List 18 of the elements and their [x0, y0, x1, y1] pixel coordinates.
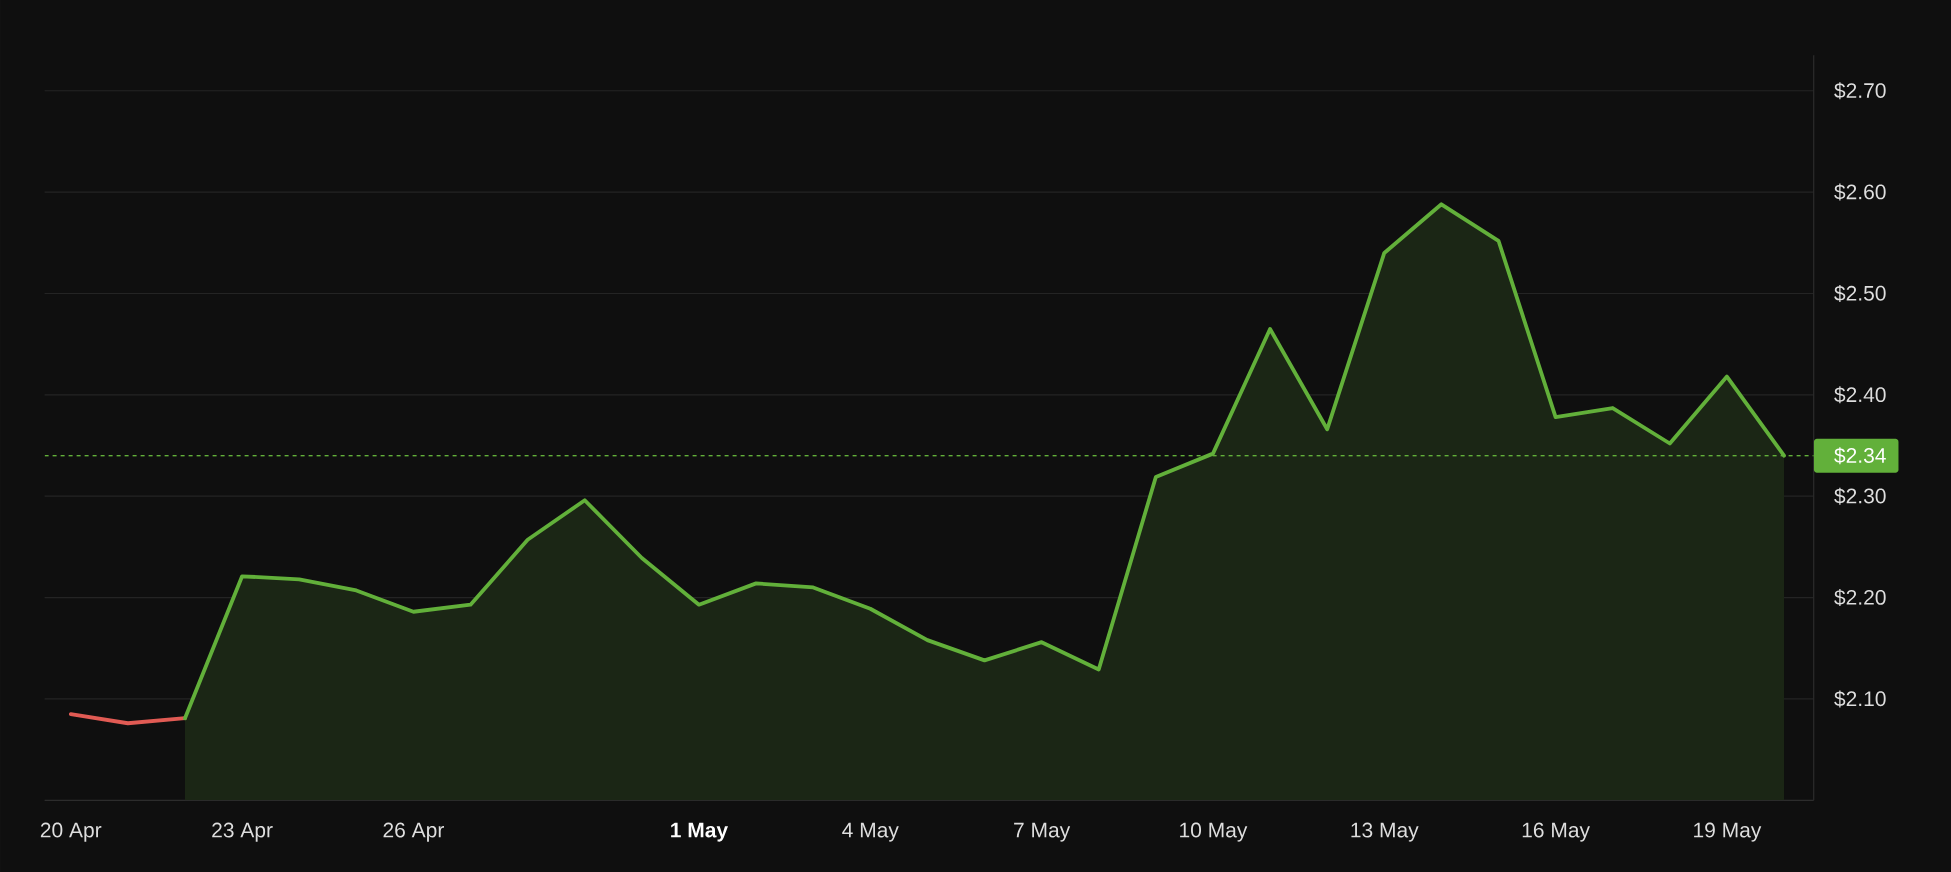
x-tick-label: 20 Apr	[40, 822, 102, 842]
y-tick-label: $2.40	[1834, 386, 1886, 404]
y-tick-label: $2.10	[1834, 690, 1886, 708]
x-tick-label: 26 Apr	[383, 822, 444, 842]
x-tick-label: 19 May	[1694, 822, 1762, 842]
y-tick-label: $2.20	[1834, 589, 1886, 607]
x-tick-label: 23 Apr	[212, 822, 273, 842]
x-tick-label: 7 May	[1014, 822, 1071, 842]
y-tick-label: $2.50	[1834, 284, 1886, 302]
y-tick-label: $2.70	[1834, 82, 1886, 100]
x-tick-label: 1 May	[671, 822, 729, 842]
y-tick-label: $2.30	[1834, 487, 1886, 505]
x-tick-label: 16 May	[1522, 822, 1590, 842]
x-tick-label: 10 May	[1180, 822, 1248, 842]
x-tick-label: 13 May	[1351, 822, 1419, 842]
ref-line-label: $2.34	[1834, 447, 1886, 465]
y-tick-label: $2.60	[1834, 183, 1886, 201]
x-tick-label: 4 May	[842, 822, 899, 842]
